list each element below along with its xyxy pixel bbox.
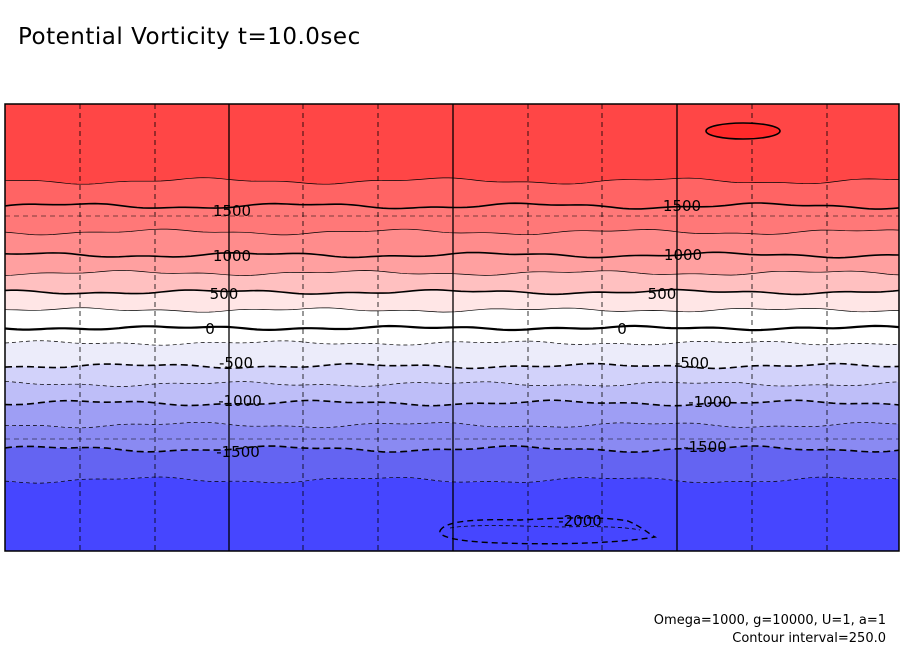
contour-label-1500-2: 1500 [663,197,701,215]
contour-1500 [5,202,899,210]
contour--1000 [5,399,899,407]
contour-750 [5,270,899,276]
contour-label--500-1: -500 [219,354,253,372]
contour--250 [5,340,899,346]
contour-lines [5,177,899,484]
contour-1250 [5,228,899,236]
contour-label--1500-2: -1500 [683,438,727,456]
band-1750-to-2000 [5,104,899,185]
contour-label-0-2: 0 [617,320,627,338]
contour--1250 [5,421,899,429]
contour--750 [5,381,899,387]
contour-interval-note: Contour interval=250.0 [732,631,886,646]
closed-contour--2000 [439,517,658,545]
band--500-to--250 [5,340,899,369]
contour--1750 [5,476,899,484]
contour--500 [5,362,899,370]
closed-contours [439,122,781,545]
contour-label-500-1: 500 [210,285,239,303]
contour-label-500-2: 500 [648,285,677,303]
closed-contour-inner [449,525,641,531]
contour-label--1000-2: -1000 [688,393,732,411]
plot-frame [4,103,900,552]
contour-500 [5,288,899,296]
parameters-note: Omega=1000, g=10000, U=1, a=1 [653,613,886,628]
contour-1750 [5,177,899,185]
chart-title: Potential Vorticity t=10.0sec [18,24,361,50]
contour-1000 [5,251,899,259]
contour-250 [5,307,899,313]
contour-label-0-1: 0 [205,320,215,338]
band--2000-to--1750 [5,477,899,551]
contour-label--2000-1: -2000 [558,512,602,530]
closed-contour-2000 [705,122,781,140]
contour-0 [5,324,899,332]
contour-label-1500-1: 1500 [213,202,251,220]
contour-label--1500-1: -1500 [216,443,260,461]
contour-label-1000-1: 1000 [213,247,251,265]
contour-label--1000-1: -1000 [218,392,262,410]
contour--1500 [5,445,899,453]
contour-label--500-2: -500 [675,354,709,372]
contour-label-1000-2: 1000 [664,246,702,264]
